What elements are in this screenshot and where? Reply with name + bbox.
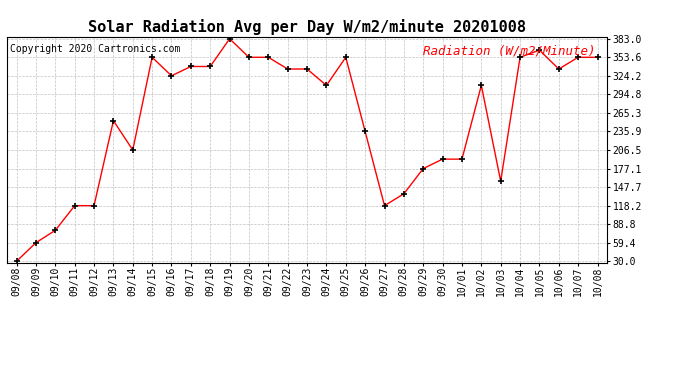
Title: Solar Radiation Avg per Day W/m2/minute 20201008: Solar Radiation Avg per Day W/m2/minute … [88, 19, 526, 35]
Text: Copyright 2020 Cartronics.com: Copyright 2020 Cartronics.com [10, 44, 180, 54]
Text: Radiation (W/m2/Minute): Radiation (W/m2/Minute) [423, 44, 595, 57]
